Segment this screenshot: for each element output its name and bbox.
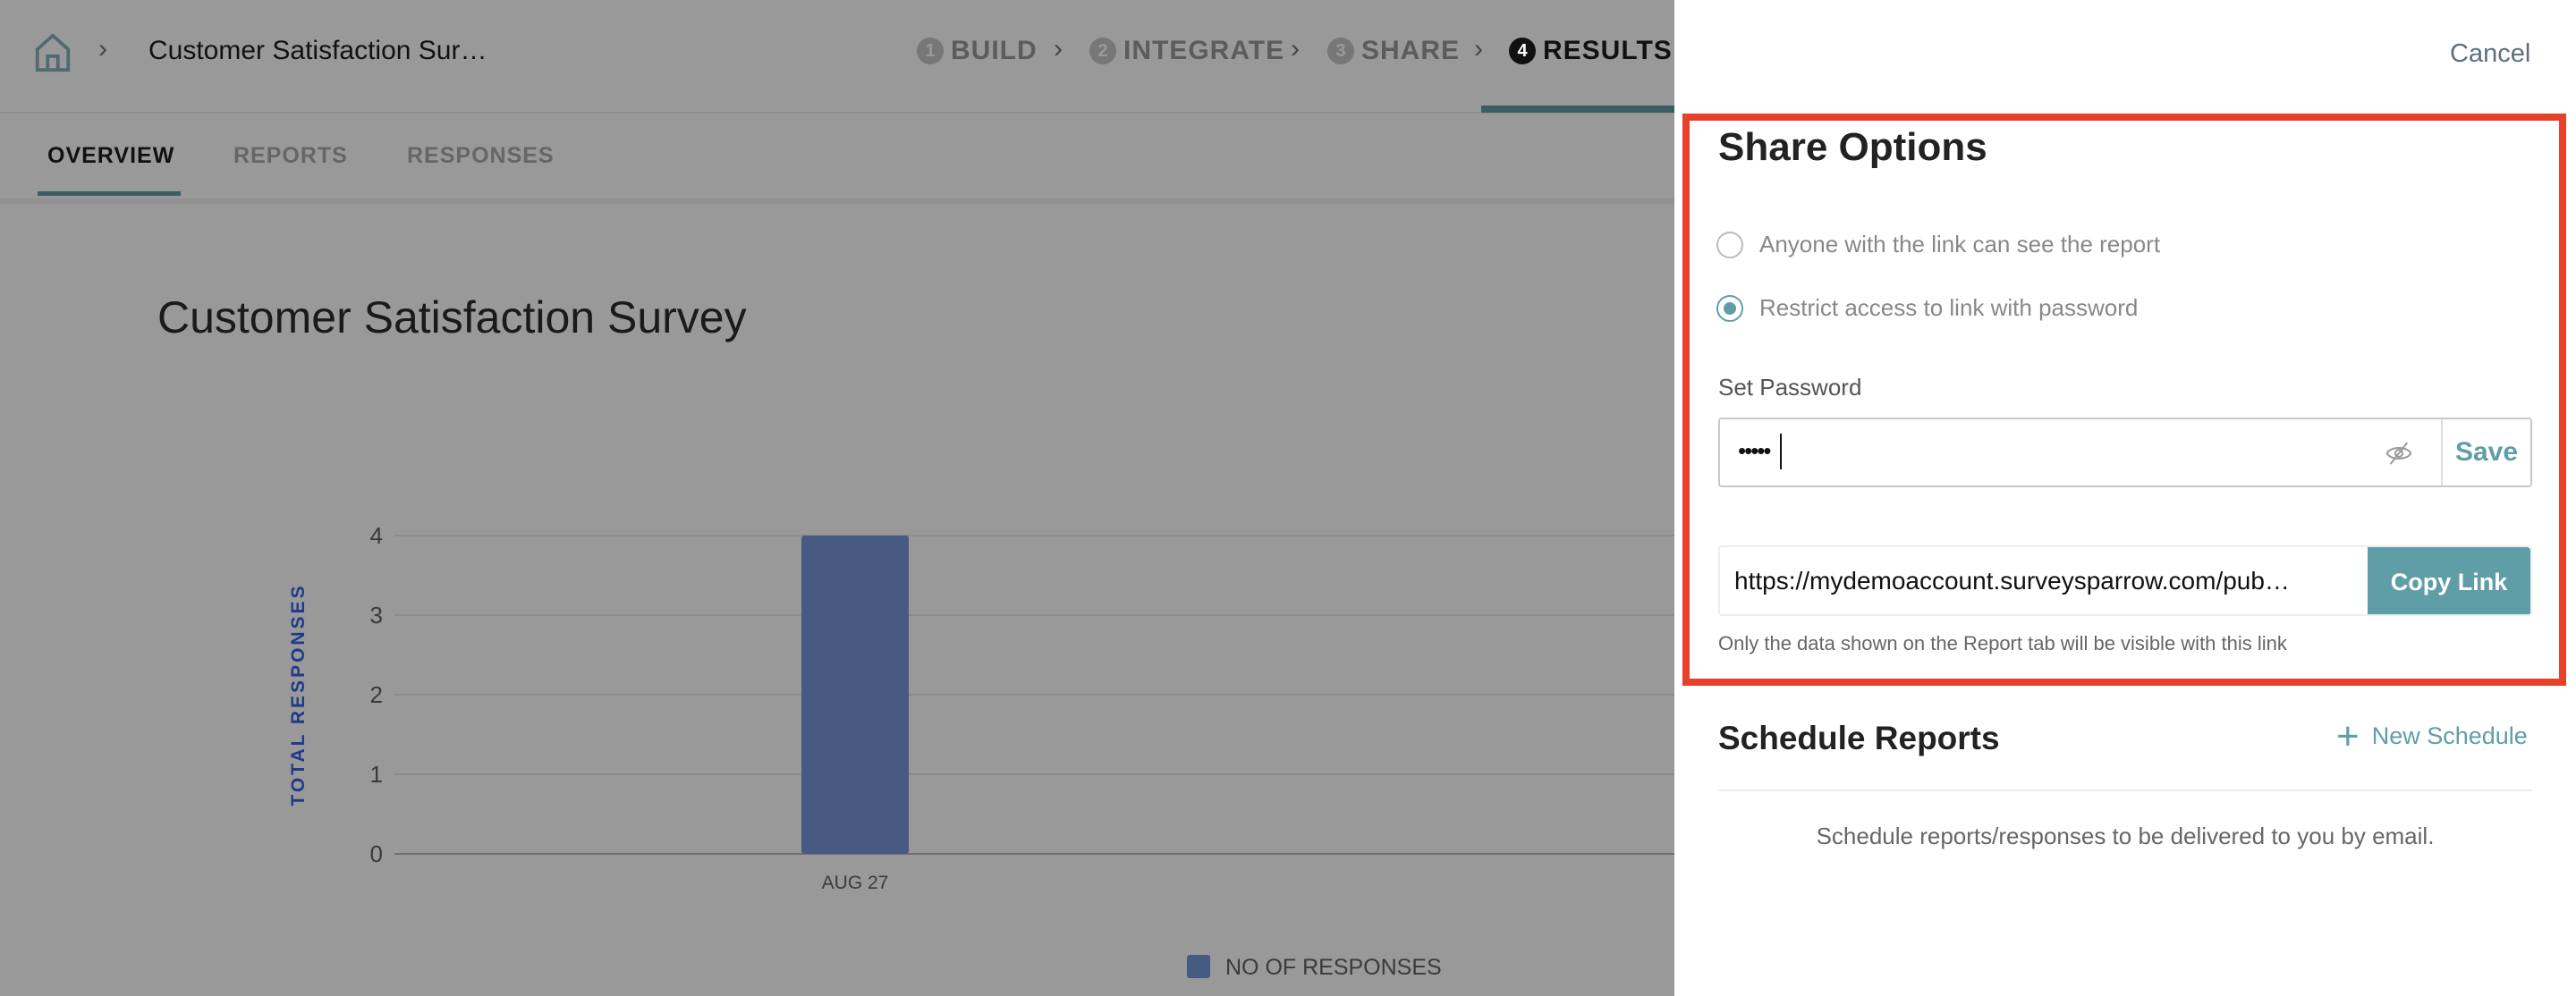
tab-reports[interactable]: REPORTS xyxy=(233,143,348,168)
chevron-right-icon: › xyxy=(1474,34,1483,63)
share-panel xyxy=(1674,0,2576,996)
y-tick-label: 4 xyxy=(370,522,383,549)
copy-link-button[interactable]: Copy Link xyxy=(2368,547,2530,614)
radio-anyone-with-link[interactable]: Anyone with the link can see the report xyxy=(1716,231,2160,258)
subheader-shadow xyxy=(0,198,1674,204)
y-axis-label: TOTAL RESPONSES xyxy=(288,583,309,806)
schedule-empty-text: Schedule reports/responses to be deliver… xyxy=(1816,823,2435,849)
bar[interactable] xyxy=(801,536,909,854)
cancel-button[interactable]: Cancel xyxy=(2450,39,2531,68)
y-tick-label: 2 xyxy=(370,681,383,708)
save-button[interactable]: Save xyxy=(2441,419,2530,485)
radio-button-selected[interactable] xyxy=(1716,294,1743,322)
legend-swatch xyxy=(1187,955,1210,978)
set-password-label: Set Password xyxy=(1718,374,1862,401)
password-input[interactable]: ••••• Save xyxy=(1718,418,2532,487)
radio-restrict-with-password[interactable]: Restrict access to link with password xyxy=(1716,294,2138,322)
chevron-right-icon: › xyxy=(98,34,107,63)
y-tick-label: 3 xyxy=(370,602,383,629)
new-schedule-button[interactable]: + New Schedule xyxy=(2336,713,2528,758)
step-build[interactable]: 1 BUILD xyxy=(917,36,1038,66)
survey-title-breadcrumb[interactable]: Customer Satisfaction Sur… xyxy=(148,36,487,65)
share-link-url: https://mydemoaccount.surveysparrow.com/… xyxy=(1734,567,2290,595)
tab-responses[interactable]: RESPONSES xyxy=(407,143,555,168)
page-title: Customer Satisfaction Survey xyxy=(157,292,747,342)
x-tick-label: AUG 27 xyxy=(822,873,889,893)
tab-overview[interactable]: OVERVIEW xyxy=(47,143,175,168)
legend-label: NO OF RESPONSES xyxy=(1225,955,1442,980)
radio-button[interactable] xyxy=(1716,231,1743,258)
active-tab-indicator xyxy=(38,191,181,196)
chevron-right-icon: › xyxy=(1291,34,1300,63)
share-link-field[interactable]: https://mydemoaccount.surveysparrow.com/… xyxy=(1718,545,2532,616)
schedule-reports-title: Schedule Reports xyxy=(1718,720,2000,756)
home-icon[interactable] xyxy=(32,32,73,73)
plus-icon: + xyxy=(2336,713,2360,758)
divider xyxy=(1718,789,2532,791)
share-link-note: Only the data shown on the Report tab wi… xyxy=(1718,632,2287,654)
eye-off-icon[interactable] xyxy=(2383,439,2415,468)
y-tick-label: 0 xyxy=(370,840,383,867)
highlight-box xyxy=(1682,114,2566,686)
password-value: ••••• xyxy=(1738,437,1771,464)
step-results[interactable]: 4 RESULTS xyxy=(1509,36,1673,66)
active-step-indicator xyxy=(1481,106,1674,113)
y-tick-label: 1 xyxy=(370,761,383,788)
text-cursor xyxy=(1780,434,1782,469)
share-options-title: Share Options xyxy=(1718,125,1987,169)
step-integrate[interactable]: 2 INTEGRATE xyxy=(1089,36,1284,66)
chevron-right-icon: › xyxy=(1054,34,1063,63)
step-share[interactable]: 3 SHARE xyxy=(1327,36,1460,66)
responses-bar-chart: 0 1 2 3 4 AUG 27 TOTAL RESPONSES NO OF RESPO… xyxy=(288,522,1674,980)
